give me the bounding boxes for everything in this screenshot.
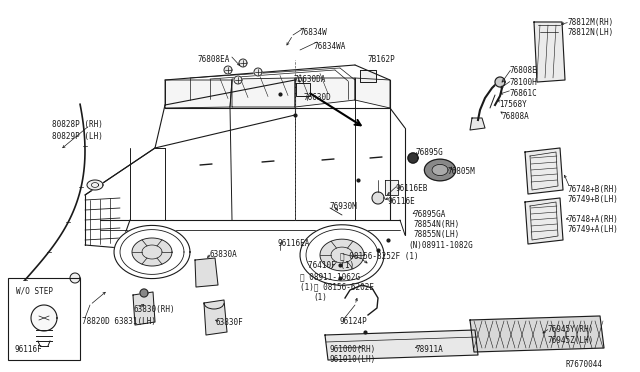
Polygon shape (254, 68, 262, 76)
Polygon shape (140, 289, 148, 297)
Polygon shape (224, 66, 232, 74)
Polygon shape (31, 305, 57, 331)
Polygon shape (165, 80, 232, 108)
Polygon shape (296, 83, 310, 96)
Text: (N)08911-1082G: (N)08911-1082G (408, 241, 473, 250)
Polygon shape (360, 70, 376, 82)
Text: 96116F: 96116F (14, 345, 42, 354)
Text: 76834W: 76834W (300, 28, 328, 37)
Polygon shape (295, 78, 355, 107)
Text: 80829P (LH): 80829P (LH) (52, 132, 103, 141)
Text: 80828P (RH): 80828P (RH) (52, 120, 103, 129)
Text: 96116EB: 96116EB (395, 184, 428, 193)
Text: 76808A: 76808A (501, 112, 529, 121)
Text: W/O STEP: W/O STEP (16, 286, 53, 295)
Text: 76749+B(LH): 76749+B(LH) (567, 195, 618, 204)
Text: 76895G: 76895G (415, 148, 443, 157)
Polygon shape (355, 78, 390, 108)
Text: 63830(RH): 63830(RH) (134, 305, 175, 314)
Text: 78855N(LH): 78855N(LH) (413, 230, 460, 239)
Text: 76945Z(LH): 76945Z(LH) (547, 336, 593, 345)
Text: 78812M(RH): 78812M(RH) (567, 18, 613, 27)
Polygon shape (325, 330, 478, 360)
Polygon shape (195, 258, 218, 287)
Polygon shape (300, 225, 384, 285)
Polygon shape (525, 198, 563, 244)
Text: 78100H: 78100H (509, 78, 537, 87)
Polygon shape (424, 159, 456, 181)
Polygon shape (534, 22, 565, 82)
Text: 76808E: 76808E (509, 66, 537, 75)
Text: 76945Y(RH): 76945Y(RH) (547, 325, 593, 334)
Polygon shape (525, 148, 563, 194)
Polygon shape (408, 153, 418, 163)
Bar (8, 278, 80, 360)
Polygon shape (320, 239, 364, 271)
Text: 96116E: 96116E (388, 197, 416, 206)
Text: (1)Ⓢ 08156-6202E: (1)Ⓢ 08156-6202E (300, 282, 374, 291)
Text: 76930M: 76930M (330, 202, 358, 211)
Text: 63830F: 63830F (215, 318, 243, 327)
Text: 76748+A(RH): 76748+A(RH) (567, 215, 618, 224)
Text: 76630D: 76630D (303, 93, 331, 102)
Polygon shape (470, 118, 485, 130)
Polygon shape (133, 292, 155, 325)
Text: 96116EA: 96116EA (277, 239, 309, 248)
Polygon shape (87, 180, 103, 190)
Polygon shape (232, 78, 295, 107)
Polygon shape (385, 180, 398, 195)
Text: 76808EA: 76808EA (197, 55, 229, 64)
Text: 78854N(RH): 78854N(RH) (413, 220, 460, 229)
Text: 78911A: 78911A (416, 345, 444, 354)
Text: R7670044: R7670044 (565, 360, 602, 369)
Text: Ⓢ 08156-8252F (1): Ⓢ 08156-8252F (1) (340, 251, 419, 260)
Polygon shape (470, 316, 604, 352)
Text: 76410F (1): 76410F (1) (308, 261, 355, 270)
Text: 96124P: 96124P (340, 317, 368, 326)
Polygon shape (132, 238, 172, 266)
Polygon shape (239, 59, 247, 67)
Text: (1): (1) (313, 293, 327, 302)
Text: 7B162P: 7B162P (368, 55, 396, 64)
Text: 78812N(LH): 78812N(LH) (567, 28, 613, 37)
Polygon shape (204, 300, 227, 335)
Text: 76895GA: 76895GA (413, 210, 445, 219)
Text: 76805M: 76805M (447, 167, 475, 176)
Text: 961000(RH): 961000(RH) (330, 345, 376, 354)
Polygon shape (495, 77, 505, 87)
Text: 63830A: 63830A (209, 250, 237, 259)
Polygon shape (114, 225, 190, 279)
Text: 961010(LH): 961010(LH) (330, 355, 376, 364)
Text: 78820D 63831(LH): 78820D 63831(LH) (82, 317, 156, 326)
Text: 17568Y: 17568Y (499, 100, 527, 109)
Text: 76630DA: 76630DA (293, 75, 325, 84)
Polygon shape (234, 76, 242, 84)
Polygon shape (70, 273, 80, 283)
Text: 76834WA: 76834WA (313, 42, 346, 51)
Text: Ⓝ 08911-1062G: Ⓝ 08911-1062G (300, 272, 360, 281)
Text: 76749+A(LH): 76749+A(LH) (567, 225, 618, 234)
Polygon shape (372, 192, 384, 204)
Text: 76748+B(RH): 76748+B(RH) (567, 185, 618, 194)
Polygon shape (432, 164, 448, 176)
Text: 76861C: 76861C (509, 89, 537, 98)
